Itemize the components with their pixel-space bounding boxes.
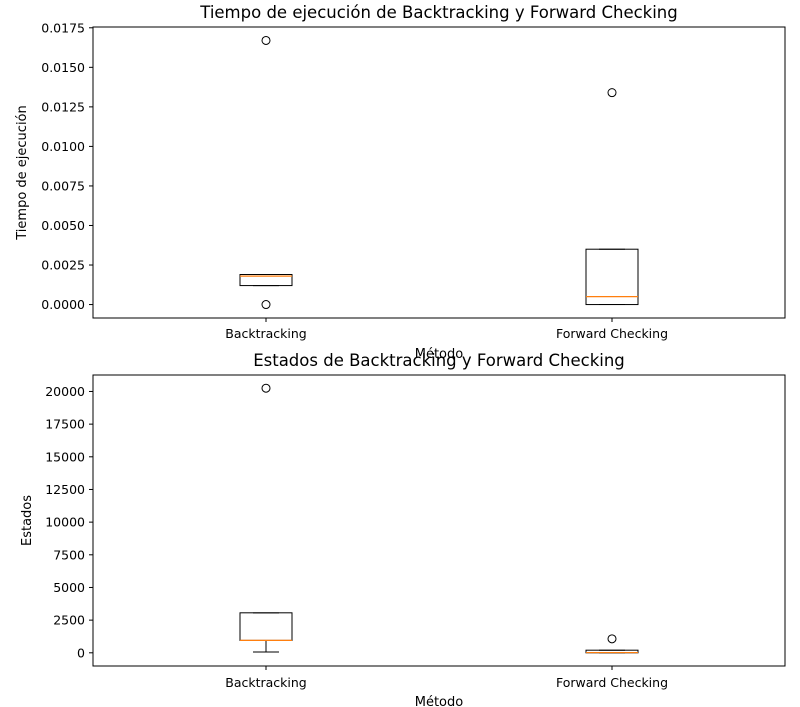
y-tick-label: 0.0000: [41, 297, 85, 312]
y-tick-label: 0.0025: [41, 258, 85, 273]
x-tick-label: Backtracking: [225, 675, 307, 690]
x-axis-label: Método: [415, 695, 464, 707]
outlier-point: [261, 383, 271, 393]
box-iqr: [239, 612, 293, 641]
y-tick-label: 2500: [53, 613, 85, 628]
outlier-point: [607, 88, 617, 98]
y-axis-label: Tiempo de ejecución: [15, 105, 30, 240]
y-axis-label: Estados: [20, 495, 35, 546]
y-tick-label: 0.0100: [41, 139, 85, 154]
y-tick-label: 10000: [45, 515, 85, 530]
x-tick-label: Backtracking: [225, 326, 307, 341]
y-tick-label: 17500: [45, 417, 85, 432]
y-tick-label: 20000: [45, 384, 85, 399]
y-tick-label: 0.0150: [41, 60, 85, 75]
chart-title-1: Estados de Backtracking y Forward Checki…: [253, 351, 625, 370]
x-axis-label: Método: [415, 347, 464, 362]
y-tick-label: 0.0175: [41, 20, 85, 35]
y-tick-label: 0.0075: [41, 178, 85, 193]
y-tick-label: 15000: [45, 449, 85, 464]
y-tick-label: 0.0125: [41, 99, 85, 114]
outlier-point: [261, 35, 271, 45]
y-tick-label: 12500: [45, 482, 85, 497]
y-tick-label: 0: [77, 645, 85, 660]
plot-frame-0: [92, 26, 786, 319]
x-tick-label: Forward Checking: [556, 326, 668, 341]
outlier-point: [607, 634, 617, 644]
x-tick-label: Forward Checking: [556, 675, 668, 690]
y-tick-label: 0.0050: [41, 218, 85, 233]
outlier-point: [261, 300, 271, 310]
y-tick-label: 5000: [53, 580, 85, 595]
box-iqr: [239, 274, 293, 287]
y-tick-label: 7500: [53, 547, 85, 562]
box-iqr: [585, 248, 639, 306]
plot-frame-1: [92, 374, 786, 667]
chart-title-0: Tiempo de ejecución de Backtracking y Fo…: [199, 3, 678, 22]
